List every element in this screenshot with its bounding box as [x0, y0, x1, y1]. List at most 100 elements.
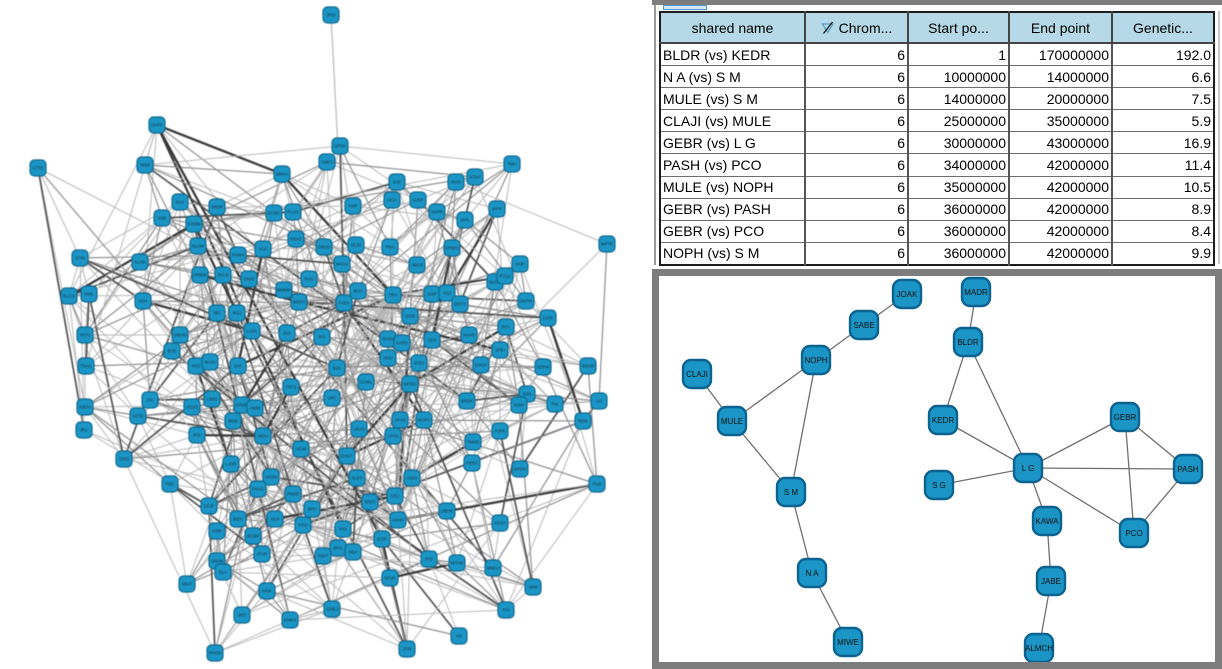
svg-text:AKIM: AKIM — [250, 406, 261, 411]
svg-text:BOD: BOD — [167, 349, 176, 354]
svg-text:GWEJ: GWEJ — [326, 607, 338, 612]
svg-text:RIG: RIG — [339, 527, 346, 532]
svg-text:PMSE: PMSE — [287, 492, 299, 497]
svg-text:MOPC: MOPC — [418, 418, 431, 423]
svg-text:RHOG: RHOG — [209, 651, 222, 656]
svg-text:PLM: PLM — [593, 482, 602, 487]
svg-text:AAPU: AAPU — [396, 341, 407, 346]
svg-text:GNP: GNP — [515, 262, 524, 267]
svg-text:KLUW: KLUW — [192, 244, 204, 249]
svg-text:PMA: PMA — [385, 245, 394, 250]
svg-text:DCMC: DCMC — [268, 211, 281, 216]
svg-text:DUJ: DUJ — [176, 200, 184, 205]
svg-text:TNAG: TNAG — [80, 364, 92, 369]
svg-text:GLOM: GLOM — [489, 280, 502, 285]
svg-text:PCUJ: PCUJ — [500, 274, 511, 279]
svg-text:EEJP: EEJP — [204, 504, 215, 509]
svg-text:DAT: DAT — [234, 364, 243, 369]
svg-text:BEFO: BEFO — [454, 302, 466, 307]
svg-text:IPG: IPG — [318, 335, 325, 340]
svg-text:JRAN: JRAN — [395, 418, 406, 423]
svg-text:WSTI: WSTI — [365, 500, 375, 505]
svg-text:HHU: HHU — [383, 356, 392, 361]
svg-text:JPGI: JPGI — [326, 13, 335, 18]
svg-text:KAWA: KAWA — [1036, 517, 1060, 526]
svg-text:NFHW: NFHW — [451, 561, 464, 566]
svg-text:PCO: PCO — [1125, 529, 1142, 538]
svg-text:UBHR: UBHR — [441, 509, 453, 514]
svg-text:NOPH: NOPH — [804, 356, 827, 365]
svg-text:JKPL: JKPL — [460, 218, 471, 223]
svg-text:BJG: BJG — [333, 366, 341, 371]
svg-text:WPTE: WPTE — [601, 242, 613, 247]
svg-text:GPWU: GPWU — [513, 467, 526, 472]
svg-text:SCNM: SCNM — [247, 534, 260, 539]
svg-text:JUS: JUS — [283, 331, 291, 336]
svg-text:KEDR: KEDR — [932, 416, 954, 425]
svg-text:FOO: FOO — [298, 523, 308, 528]
svg-text:IEEA: IEEA — [233, 517, 243, 522]
svg-text:CLAJI: CLAJI — [686, 370, 708, 379]
svg-text:KRMO: KRMO — [236, 403, 249, 408]
svg-text:ICOP: ICOP — [377, 537, 387, 542]
svg-text:CMFJ: CMFJ — [321, 160, 332, 165]
svg-text:NHGU: NHGU — [336, 262, 348, 267]
svg-text:IJJ: IJJ — [596, 399, 601, 404]
svg-text:EWKJ: EWKJ — [284, 618, 296, 623]
svg-text:NEIU: NEIU — [258, 434, 268, 439]
svg-text:DKPW: DKPW — [520, 299, 533, 304]
svg-text:MMMM: MMMM — [277, 288, 291, 293]
svg-text:RHSN: RHSN — [382, 337, 394, 342]
svg-text:UPC: UPC — [328, 396, 337, 401]
svg-text:JJDO: JJDO — [407, 476, 418, 481]
svg-text:FKTJ: FKTJ — [80, 333, 90, 338]
svg-text:ROJ: ROJ — [233, 311, 241, 316]
svg-text:S M: S M — [784, 488, 799, 497]
svg-text:LCFE: LCFE — [543, 316, 554, 321]
svg-text:L G: L G — [1022, 464, 1035, 473]
svg-text:MULE: MULE — [721, 417, 743, 426]
svg-text:NJTD: NJTD — [133, 414, 144, 419]
svg-text:BRDK: BRDK — [461, 399, 473, 404]
svg-text:BPD: BPD — [308, 507, 317, 512]
svg-text:MILP: MILP — [182, 582, 192, 587]
svg-text:JTIR: JTIR — [403, 647, 412, 652]
svg-text:KDFM: KDFM — [537, 365, 549, 370]
svg-text:MADR: MADR — [964, 288, 988, 297]
svg-text:KLKD: KLKD — [135, 260, 146, 265]
svg-text:ATUP: ATUP — [257, 552, 268, 557]
svg-text:IFGI: IFGI — [193, 433, 201, 438]
svg-text:GISD: GISD — [119, 457, 129, 462]
svg-text:DWJS: DWJS — [318, 245, 330, 250]
svg-text:MNKU: MNKU — [487, 566, 499, 571]
svg-text:KLCO: KLCO — [63, 294, 75, 299]
svg-text:RANH: RANH — [232, 253, 244, 258]
svg-text:RIDT: RIDT — [318, 554, 328, 559]
svg-text:BFG: BFG — [334, 546, 343, 551]
svg-text:TRH: TRH — [389, 293, 398, 298]
svg-text:UNHN: UNHN — [211, 559, 223, 564]
svg-text:BKW: BKW — [228, 419, 238, 424]
svg-text:FBG: FBG — [166, 482, 175, 487]
svg-text:UOSN: UOSN — [265, 475, 277, 480]
svg-text:NAJU: NAJU — [205, 360, 216, 365]
svg-text:FAEA: FAEA — [339, 301, 350, 306]
svg-text:UIDD: UIDD — [405, 314, 415, 319]
svg-text:BCH: BCH — [354, 289, 363, 294]
svg-text:PBTS: PBTS — [286, 385, 297, 390]
svg-text:EAGH: EAGH — [475, 363, 487, 368]
svg-text:PDIE: PDIE — [578, 419, 588, 424]
svg-text:JODJ: JODJ — [414, 361, 424, 366]
svg-text:RITL: RITL — [501, 325, 511, 330]
svg-text:AEEG: AEEG — [466, 461, 478, 466]
svg-text:KTAA: KTAA — [470, 175, 481, 180]
svg-text:UMHW: UMHW — [173, 333, 187, 338]
svg-text:PLUO: PLUO — [287, 210, 299, 215]
svg-text:EHGT: EHGT — [341, 454, 353, 459]
svg-text:TNL: TNL — [551, 402, 560, 407]
svg-text:SLES: SLES — [352, 476, 363, 481]
svg-text:UAHH: UAHH — [392, 518, 404, 523]
svg-text:LUUL: LUUL — [247, 329, 258, 334]
svg-text:GEBR: GEBR — [1114, 413, 1137, 422]
svg-text:GDS: GDS — [427, 338, 436, 343]
